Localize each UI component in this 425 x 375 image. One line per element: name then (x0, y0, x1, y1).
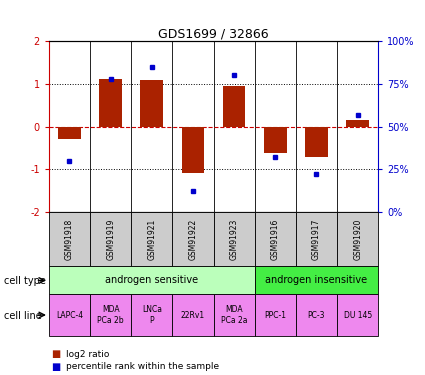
Text: log2 ratio: log2 ratio (66, 350, 109, 359)
Text: LAPC-4: LAPC-4 (56, 310, 83, 320)
Text: GSM91919: GSM91919 (106, 218, 115, 260)
Bar (213, 294, 255, 336)
Text: GSM91918: GSM91918 (65, 218, 74, 260)
Text: PC-3: PC-3 (308, 310, 325, 320)
Bar (58, 127, 81, 138)
Text: cell type: cell type (4, 276, 46, 285)
Text: ■: ■ (51, 362, 60, 372)
Text: GSM91916: GSM91916 (271, 218, 280, 260)
Text: DU 145: DU 145 (343, 310, 372, 320)
Bar (49, 212, 90, 266)
Bar (181, 127, 204, 172)
Bar (305, 127, 328, 157)
Text: 22Rv1: 22Rv1 (181, 310, 205, 320)
Bar (255, 266, 378, 294)
Text: cell line: cell line (4, 311, 42, 321)
Text: GSM91921: GSM91921 (147, 218, 156, 260)
Title: GDS1699 / 32866: GDS1699 / 32866 (158, 27, 269, 40)
Text: GSM91922: GSM91922 (188, 218, 198, 260)
Bar (173, 294, 213, 336)
Text: PPC-1: PPC-1 (264, 310, 286, 320)
Bar (296, 212, 337, 266)
Bar (296, 294, 337, 336)
Bar (49, 266, 255, 294)
Text: LNCa
P: LNCa P (142, 305, 162, 325)
Bar (90, 212, 131, 266)
Bar (255, 294, 296, 336)
Bar (337, 212, 378, 266)
Text: GSM91917: GSM91917 (312, 218, 321, 260)
Bar (90, 294, 131, 336)
Text: GSM91923: GSM91923 (230, 218, 239, 260)
Bar (131, 294, 173, 336)
Text: MDA
PCa 2b: MDA PCa 2b (97, 305, 124, 325)
Bar (346, 120, 369, 127)
Bar (337, 294, 378, 336)
Bar (213, 212, 255, 266)
Bar (223, 86, 246, 127)
Bar (255, 212, 296, 266)
Bar (99, 79, 122, 127)
Text: percentile rank within the sample: percentile rank within the sample (66, 362, 219, 371)
Bar (264, 127, 286, 153)
Text: ■: ■ (51, 350, 60, 359)
Bar (141, 81, 163, 127)
Bar (173, 212, 213, 266)
Text: MDA
PCa 2a: MDA PCa 2a (221, 305, 247, 325)
Text: GSM91920: GSM91920 (353, 218, 362, 260)
Bar (131, 212, 173, 266)
Text: androgen insensitive: androgen insensitive (266, 275, 368, 285)
Bar (49, 294, 90, 336)
Text: androgen sensitive: androgen sensitive (105, 275, 198, 285)
